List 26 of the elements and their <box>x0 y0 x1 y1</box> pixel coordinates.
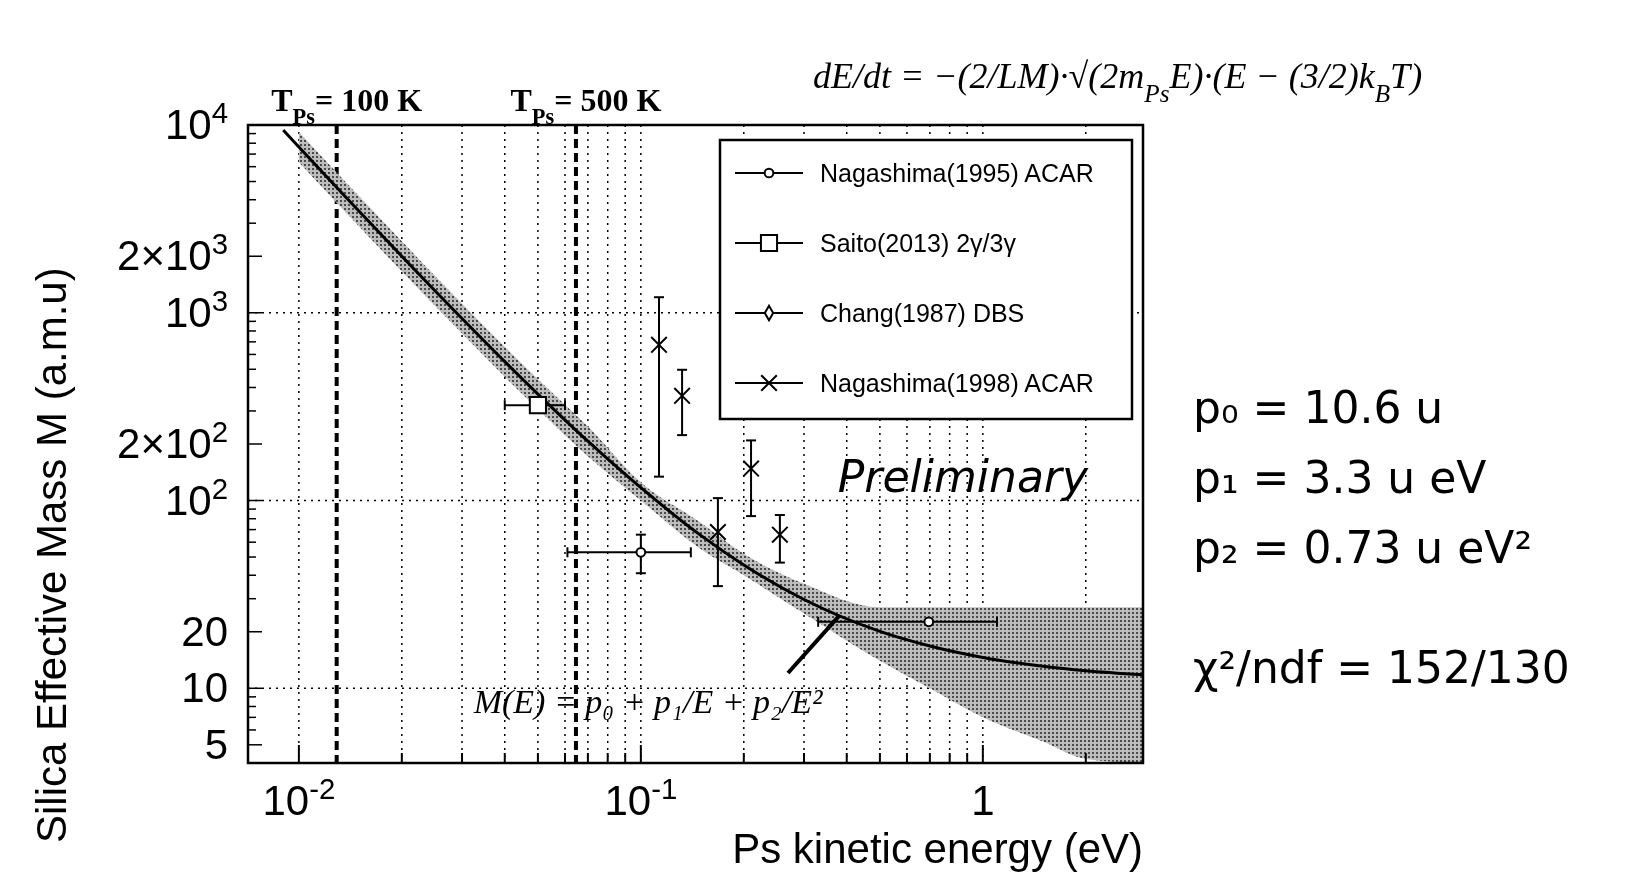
annotation: T$_{Ps}$= 500 K <box>510 82 662 129</box>
y-axis-title: Silica Effective Mass M (a.m.u) <box>28 267 75 843</box>
legend-label: Saito(2013) 2γ/3γ <box>820 229 1017 257</box>
text: p₀ = 10.6 u <box>1193 382 1444 433</box>
y-tick-label: 10$^{2}$ <box>164 471 228 524</box>
y-tick-label: 10$^{3}$ <box>164 283 228 336</box>
y-tick-label: 20 <box>181 607 228 655</box>
text: dE/dt = −(2/LM)·√(2m$_{Ps}$E)·(E − (3/2)k$_{B}$T) <box>813 56 1423 107</box>
annotation: Preliminary <box>837 451 1089 502</box>
y-tick-label: 10$^{4}$ <box>164 95 228 148</box>
legend-label: Chang(1987) DBS <box>820 299 1025 327</box>
y-tick-label: 10 <box>181 664 228 712</box>
x-tick-label: 10$^{-1}$ <box>604 771 678 824</box>
x-tick-label: 10$^{-2}$ <box>262 771 336 824</box>
legend-label: Nagashima(1995) ACAR <box>820 159 1094 187</box>
y-tick-label: 2×10$^{3}$ <box>117 226 228 280</box>
text: χ²/ndf = 152/130 <box>1193 642 1570 693</box>
y-tick-label: 5 <box>204 720 228 768</box>
y-tick-label: 2×10$^{2}$ <box>117 414 228 467</box>
text: p₂ = 0.73 u eV² <box>1193 522 1533 573</box>
annotation: M(E) = p₀ + p₁/E + p₂/E² <box>472 683 824 721</box>
x-tick-label: 1 <box>971 777 995 824</box>
text: p₁ = 3.3 u eV <box>1193 452 1487 503</box>
annotation: T$_{Ps}$= 100 K <box>271 82 423 129</box>
legend-label: Nagashima(1998) ACAR <box>820 369 1094 397</box>
x-axis-title: Ps kinetic energy (eV) <box>732 825 1143 872</box>
